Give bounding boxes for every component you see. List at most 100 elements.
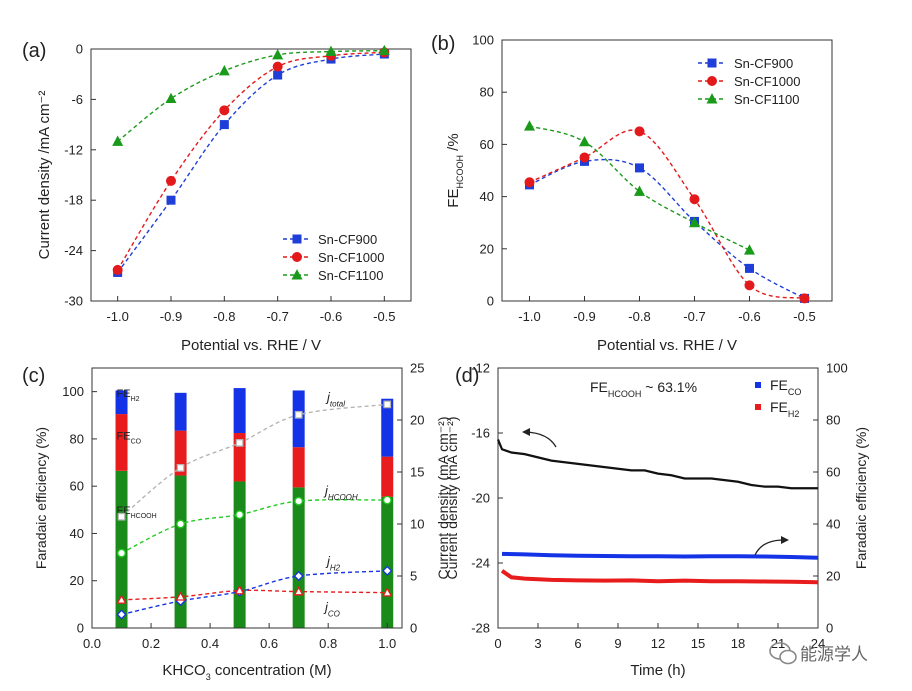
x-axis-label: KHCO3 concentration (M) xyxy=(162,662,331,682)
data-point xyxy=(272,49,284,60)
data-point xyxy=(382,587,393,597)
data-point xyxy=(165,92,177,104)
x-tick-label: -1.0 xyxy=(106,309,128,324)
y-tick-label: 20 xyxy=(410,413,424,428)
y-axis-label-right: Faradaic efficiency (%) xyxy=(853,427,869,569)
plot-frame xyxy=(91,367,403,629)
x-tick-label: -0.7 xyxy=(266,309,288,324)
legend-label: Sn-CF1100 xyxy=(734,92,800,107)
x-tick-label: -0.9 xyxy=(160,309,182,324)
y-tick-label: 40 xyxy=(480,189,494,204)
bar-FE_HCOOH xyxy=(292,487,305,628)
y-tick-label: -28 xyxy=(471,621,490,636)
panel-label: (d) xyxy=(455,365,479,387)
data-point xyxy=(219,105,230,116)
data-point xyxy=(218,65,230,76)
series-line xyxy=(529,129,805,300)
x-tick-label: -0.8 xyxy=(628,309,650,324)
y-tick-label: 20 xyxy=(826,569,840,584)
bar-FE_H2 xyxy=(174,392,187,431)
legend-marker xyxy=(706,76,717,87)
y-tick-label: 100 xyxy=(472,33,494,48)
panel-b: -1.0 -0.9 -0.8 -0.7 -0.6 -0.5 0 20 40 60 80 100 (b) P… xyxy=(431,33,833,354)
data-point xyxy=(294,410,303,419)
x-tick-label: 24 xyxy=(811,636,825,651)
x-tick-label: 0 xyxy=(494,636,501,651)
arrow-left-head xyxy=(522,428,530,436)
wechat-icon xyxy=(769,642,797,665)
data-point xyxy=(579,135,590,147)
bar-FE_H2 xyxy=(292,390,305,448)
series-label: jH2 xyxy=(325,554,341,573)
legend-marker xyxy=(291,269,303,280)
stack-label: FECO xyxy=(117,431,142,446)
y-axis-label: FEHCOOH /% xyxy=(445,133,465,207)
x-tick-label: 0.2 xyxy=(142,636,160,651)
x-tick-label: -0.9 xyxy=(573,309,595,324)
data-point xyxy=(524,177,535,188)
legend-label: FEH2 xyxy=(770,399,799,419)
x-tick-label: 18 xyxy=(731,636,745,651)
series-Sn-CF900: Sn-CF900 xyxy=(113,49,389,277)
data-point xyxy=(383,400,392,409)
y-tick-label: 10 xyxy=(410,517,424,532)
bar-FE_CO xyxy=(381,456,394,497)
series-jtotal xyxy=(117,400,392,521)
series-FE_CO xyxy=(501,551,819,560)
x-tick-label: -0.6 xyxy=(320,309,342,324)
data-point xyxy=(689,194,700,205)
series-line xyxy=(117,49,385,142)
data-point xyxy=(524,120,535,131)
panel-label: (c) xyxy=(22,365,45,387)
series-Sn-CF1100: Sn-CF1100 xyxy=(112,44,390,283)
legend-item: FECO xyxy=(755,377,801,397)
y-tick-label: 80 xyxy=(826,413,840,428)
y-tick-label: 0 xyxy=(77,621,84,636)
y-tick-label: -24 xyxy=(471,556,490,571)
y-tick-label: 15 xyxy=(410,465,424,480)
series-Sn-CF1000: Sn-CF1000 xyxy=(524,74,810,304)
x-tick-label: 1.0 xyxy=(378,636,396,651)
data-point xyxy=(112,264,123,275)
data-point xyxy=(293,570,304,582)
y-axis-label-left: Faradaic efficiency (%) xyxy=(33,427,49,569)
legend-marker xyxy=(292,234,302,244)
y-tick-label: -30 xyxy=(64,294,83,309)
data-point xyxy=(634,126,645,137)
x-tick-label: 0.8 xyxy=(319,636,337,651)
data-point xyxy=(175,591,186,601)
x-tick-label: 0.0 xyxy=(83,636,101,651)
legend-label: Sn-CF900 xyxy=(734,56,793,71)
data-point xyxy=(273,70,283,80)
y-axis-label: Current density /mA cm⁻² xyxy=(36,91,53,260)
legend-marker xyxy=(707,58,717,68)
y-tick-label: -12 xyxy=(471,361,490,376)
series-current density xyxy=(496,439,818,490)
data-point xyxy=(112,135,124,146)
series-FE_H2 xyxy=(500,569,819,585)
data-point xyxy=(235,439,244,447)
legend-marker xyxy=(755,382,761,388)
plot-frame xyxy=(501,39,833,302)
y-tick-label: -6 xyxy=(71,92,83,107)
y-tick-label: 0 xyxy=(826,621,833,636)
stack-label: FEH2 xyxy=(117,388,140,403)
plot-frame xyxy=(90,48,412,302)
y-tick-label: 0 xyxy=(76,42,83,57)
x-tick-label: -0.7 xyxy=(683,309,705,324)
bar-FE_H2 xyxy=(381,398,394,457)
x-tick-label: -1.0 xyxy=(518,309,540,324)
y-tick-label: 100 xyxy=(62,384,84,399)
legend-marker xyxy=(291,252,302,263)
x-axis-label: Potential vs. RHE / V xyxy=(597,337,737,354)
y-tick-label: 40 xyxy=(826,517,840,532)
x-tick-label: 9 xyxy=(614,636,621,651)
series-line xyxy=(529,125,750,251)
legend-label: Sn-CF900 xyxy=(318,232,377,247)
x-tick-label: 3 xyxy=(534,636,541,651)
bar-FE_H2 xyxy=(115,390,128,415)
bar-FE_CO xyxy=(115,414,128,471)
bar-FE_HCOOH xyxy=(381,496,394,628)
series-line xyxy=(529,158,805,300)
